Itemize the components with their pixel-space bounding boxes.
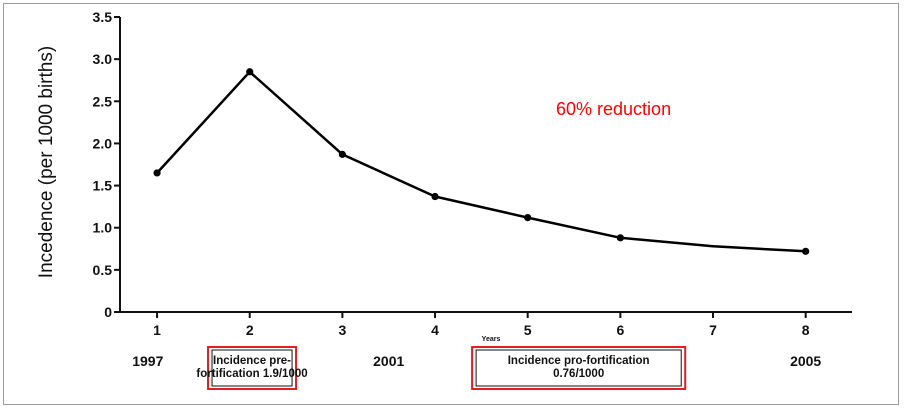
incidence-box-inner (475, 349, 682, 387)
x-tick-label: 6 (616, 322, 624, 338)
y-axis-label: Incedence (per 1000 births) (36, 46, 57, 278)
x-axis-label: Years (482, 336, 501, 343)
series-line (156, 70, 806, 253)
x-tick-label: 1 (153, 322, 161, 338)
y-tick-label: 1.5 (93, 178, 113, 194)
y-tick-label: 2.5 (93, 93, 113, 109)
y-tick-label: 1.0 (93, 220, 113, 236)
data-point (524, 214, 532, 222)
x-tick-label: 7 (709, 322, 717, 338)
x-tick-label: 4 (431, 322, 439, 338)
data-point (338, 150, 346, 158)
data-point (153, 169, 161, 177)
y-tick-label: 3.5 (93, 9, 113, 25)
incidence-box (471, 346, 687, 390)
y-tick-label: 0 (104, 304, 112, 320)
data-point (616, 234, 624, 242)
y-tick-label: 3.0 (93, 51, 113, 67)
x-tick-label: 5 (524, 322, 532, 338)
series-group (153, 68, 810, 255)
incidence-box-text: 0.76/1000 (553, 368, 604, 380)
y-tick-label: 0.5 (93, 262, 113, 278)
timeline-year-label: 2001 (373, 353, 404, 369)
reduction-annotation: 60% reduction (556, 99, 671, 119)
x-tick-label: 3 (338, 322, 346, 338)
incidence-box-text: Incidence pre- (213, 355, 291, 367)
x-axis-ticks: 1 2 3 4 5 6 7 8 (153, 312, 810, 338)
x-tick-label: 8 (802, 322, 810, 338)
incidence-box-inner (211, 349, 293, 387)
y-axis-ticks: 0 0.5 1.0 1.5 2.0 2.5 3.0 3.5 (93, 9, 120, 320)
data-point (431, 192, 439, 201)
data-point (802, 247, 810, 255)
x-tick-label: 2 (246, 322, 254, 338)
incidence-box (207, 346, 298, 390)
timeline-year-label: 2005 (790, 353, 821, 369)
incidence-box-text: Incidence pro-fortification (508, 355, 650, 367)
chart-axes (119, 17, 852, 313)
incidence-box-text: fortification 1.9/1000 (196, 368, 307, 380)
data-point (246, 68, 254, 76)
timeline-year-label: 1997 (132, 353, 163, 369)
y-tick-label: 2.0 (93, 135, 113, 151)
chart-frame (3, 3, 899, 405)
timeline-row: 1997 2001 2005 Incidence pre-fortification … (132, 346, 821, 390)
